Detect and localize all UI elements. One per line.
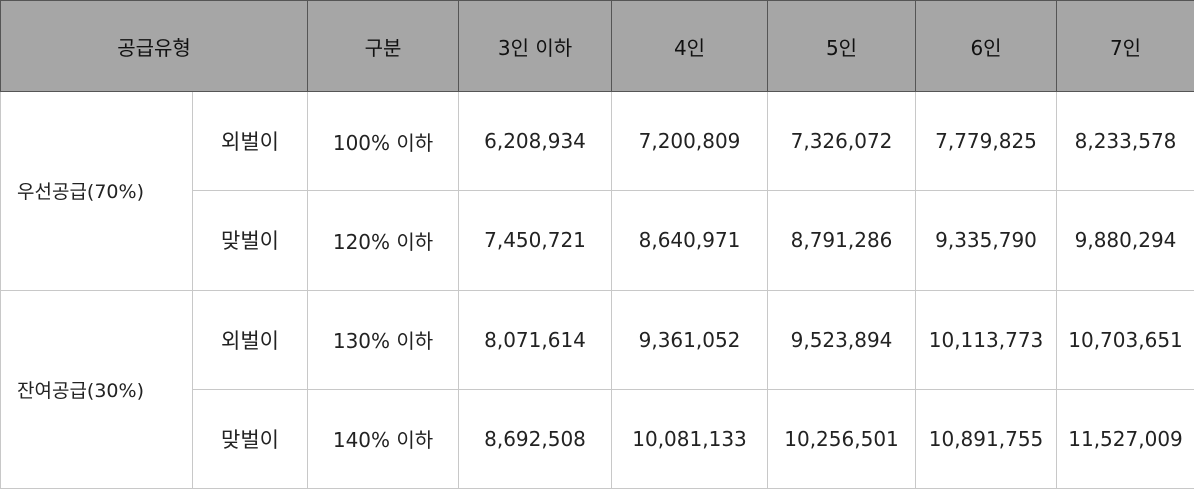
income-value-cell: 9,361,052 <box>611 289 769 390</box>
income-value-cell: 7,779,825 <box>915 90 1058 192</box>
header-row: 공급유형 구분 3인 이하 4인 5인 6인 7인 <box>0 0 1194 92</box>
income-value-cell: 10,891,755 <box>915 388 1058 489</box>
supply-type-priority: 우선공급(70%) <box>0 91 193 291</box>
income-value-cell: 8,640,971 <box>611 190 769 291</box>
income-value-cell: 8,233,578 <box>1056 90 1194 192</box>
income-value-cell: 7,450,721 <box>458 190 613 291</box>
income-value-cell: 7,200,809 <box>611 90 769 192</box>
header-household-4: 4인 <box>611 0 769 92</box>
earner-type-cell: 외벌이 <box>191 289 309 390</box>
income-value-cell: 9,523,894 <box>767 289 917 390</box>
income-criterion-cell: 130% 이하 <box>307 289 460 390</box>
earner-type-cell: 맞벌이 <box>191 190 309 291</box>
supply-type-remaining: 잔여공급(30%) <box>0 289 193 489</box>
header-household-5: 5인 <box>767 0 917 92</box>
table-row: 맞벌이 140% 이하 8,692,508 10,081,133 10,256,… <box>1 388 1194 489</box>
income-value-cell: 6,208,934 <box>458 90 613 192</box>
income-value-cell: 10,256,501 <box>767 388 917 489</box>
income-value-cell: 8,692,508 <box>458 388 613 489</box>
table-row: 우선공급(70%) 외벌이 100% 이하 6,208,934 7,200,80… <box>0 90 1194 291</box>
header-household-3-or-less: 3인 이하 <box>458 0 613 92</box>
income-value-cell: 10,113,773 <box>915 289 1058 390</box>
table-row: 잔여공급(30%) 외벌이 130% 이하 8,071,614 9,361,05… <box>0 289 1194 489</box>
header-category: 구분 <box>307 0 460 92</box>
income-value-cell: 10,081,133 <box>611 388 769 489</box>
income-value-cell: 9,335,790 <box>915 190 1058 291</box>
income-value-cell: 11,527,009 <box>1056 388 1194 489</box>
income-criterion-cell: 120% 이하 <box>307 190 460 291</box>
income-criterion-cell: 140% 이하 <box>307 388 460 489</box>
earner-type-cell: 외벌이 <box>191 90 309 192</box>
income-value-cell: 9,880,294 <box>1056 190 1194 291</box>
income-value-cell: 8,791,286 <box>767 190 917 291</box>
header-household-7: 7인 <box>1056 0 1194 92</box>
income-criterion-cell: 100% 이하 <box>307 90 460 192</box>
income-value-cell: 8,071,614 <box>458 289 613 390</box>
income-value-cell: 10,703,651 <box>1056 289 1194 390</box>
income-value-cell: 7,326,072 <box>767 90 917 192</box>
header-household-6: 6인 <box>915 0 1058 92</box>
header-supply-type: 공급유형 <box>0 0 309 92</box>
earner-type-cell: 맞벌이 <box>191 388 309 489</box>
